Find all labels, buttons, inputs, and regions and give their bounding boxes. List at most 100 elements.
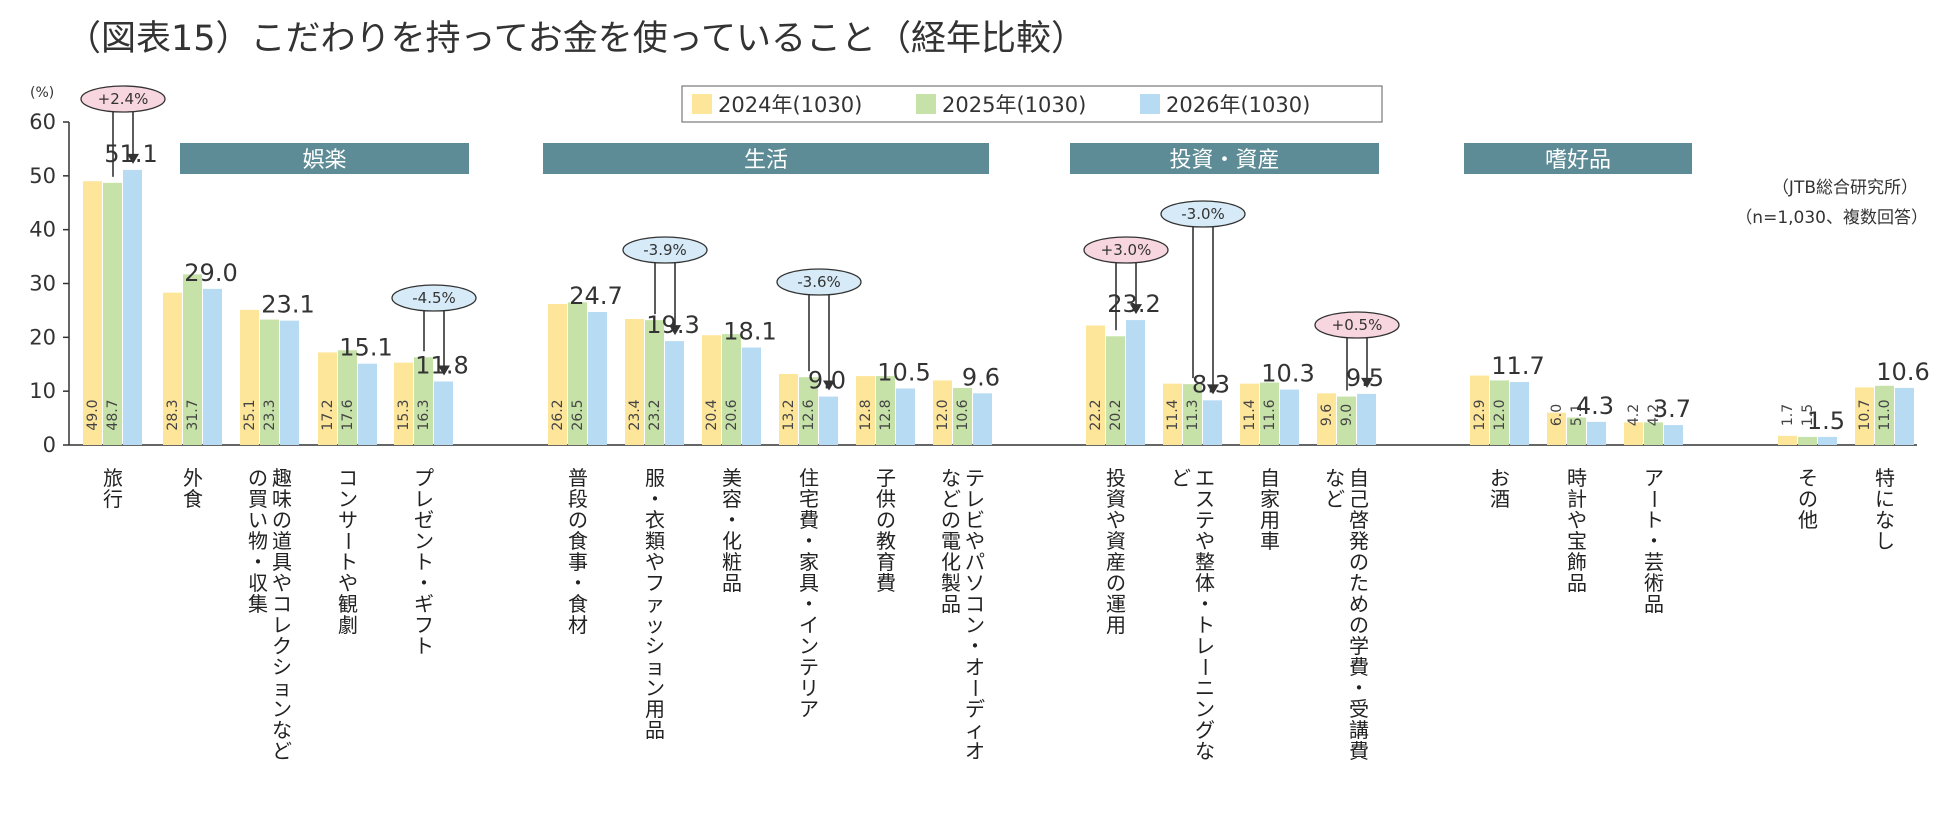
bar-top-value-label: 10.5 xyxy=(877,358,930,386)
group-header-bar xyxy=(1070,143,1379,174)
category-label-char: ー xyxy=(1642,489,1666,509)
category-label-char: 美 xyxy=(722,466,742,490)
category-label-char: 収 xyxy=(248,571,268,595)
bar xyxy=(548,303,567,445)
category-label-char: ト xyxy=(414,550,434,574)
category-label-char: し xyxy=(1875,529,1895,553)
bar-top-value-label: 3.7 xyxy=(1653,395,1691,423)
category-label-char: 産 xyxy=(1106,550,1126,574)
bar-inside-value-label: 9.0 xyxy=(1339,404,1355,426)
category-label-char: 酒 xyxy=(1490,487,1510,511)
category-label-char: 普 xyxy=(568,466,588,490)
bar-inside-value-label: 4.2 xyxy=(1626,404,1642,426)
bar xyxy=(1280,389,1299,445)
bar-inside-value-label: 6.0 xyxy=(1549,404,1565,426)
change-annotation: +0.5% xyxy=(1314,311,1400,391)
category-label: 美容・化粧品 xyxy=(722,466,742,595)
bar-inside-value-label: 17.6 xyxy=(340,399,356,430)
category-label-char: ・ xyxy=(568,571,588,595)
category-label-char: の xyxy=(1798,487,1818,511)
bar xyxy=(799,377,818,445)
bar-top-value-label: 10.3 xyxy=(1261,360,1314,388)
category-label-char: ・ xyxy=(1644,529,1664,553)
bars xyxy=(83,169,1914,445)
category-label-char: 家 xyxy=(1260,487,1280,511)
category-label-char: ア xyxy=(1644,466,1664,490)
bar-inside-value-label: 23.3 xyxy=(262,399,278,430)
category-label-char: 費 xyxy=(799,508,819,532)
category-label-char: ン xyxy=(414,529,434,553)
legend-swatch xyxy=(692,94,712,114)
bar-inside-value-label: 16.3 xyxy=(416,399,432,430)
bar-inside-value-label: 1.5 xyxy=(1800,404,1816,426)
category-label-char: レ xyxy=(272,613,292,637)
bar xyxy=(722,334,741,445)
bar xyxy=(568,302,587,445)
category-label-char: の xyxy=(248,466,268,490)
category-label-char: ・ xyxy=(722,508,742,532)
bar xyxy=(1183,384,1202,445)
category-label-char: 具 xyxy=(272,550,292,574)
category-label-char: レ xyxy=(965,487,985,511)
change-bubble xyxy=(622,236,708,264)
bar-inside-value-label: 13.2 xyxy=(781,399,797,430)
category-label-char: 芸 xyxy=(1644,550,1664,574)
category-label-char: の xyxy=(272,508,292,532)
group-header-label: 投資・資産 xyxy=(1169,148,1279,173)
category-label-char: 物 xyxy=(248,529,268,553)
bar-inside-value-label: 15.3 xyxy=(396,399,412,430)
change-arrowhead xyxy=(669,325,681,336)
category-label-char: ・ xyxy=(799,529,819,553)
category-label-char: ニ xyxy=(1195,676,1215,700)
bar-inside-value-label: 12.6 xyxy=(801,399,817,430)
bar xyxy=(819,396,838,445)
category-label-char: の xyxy=(1349,613,1369,637)
category-label-char: グ xyxy=(1195,718,1215,742)
category-label-char: ど xyxy=(1171,466,1191,490)
category-label-char: 粧 xyxy=(722,550,742,574)
bar xyxy=(1547,412,1566,445)
category-label-char: 品 xyxy=(941,592,961,616)
category-label-char: ト xyxy=(1195,613,1215,637)
category-label-char: 用 xyxy=(645,697,665,721)
category-label-char: 観 xyxy=(338,592,358,616)
category-label-char: 味 xyxy=(272,487,292,511)
change-bubble xyxy=(1314,311,1400,339)
legend-swatch xyxy=(1140,94,1160,114)
bar-inside-value-label: 22.2 xyxy=(1088,399,1104,430)
change-annotations: +2.4% -4.5% -3.9% -3.6% +3.0% -3.0% +0.5% xyxy=(80,85,1400,395)
category-label-char: イ xyxy=(799,613,819,637)
category-label-char: 食 xyxy=(568,529,588,553)
bar-inside-value-label: 5.1 xyxy=(1569,404,1585,426)
bar-inside-value-label: 23.4 xyxy=(627,399,643,430)
category-label-char: 容 xyxy=(722,487,742,511)
y-tick-label: 0 xyxy=(43,433,56,457)
change-arrowhead xyxy=(1130,304,1142,315)
category-label-char: 品 xyxy=(1644,592,1664,616)
bar-inside-value-label: 11.4 xyxy=(1165,399,1181,430)
category-label-char: ッ xyxy=(645,613,665,637)
category-label-char: の xyxy=(568,508,588,532)
category-label-char: や xyxy=(1567,508,1587,532)
category-label-char: 食 xyxy=(568,592,588,616)
bar xyxy=(933,380,952,445)
category-label-char: や xyxy=(272,571,292,595)
bar-inside-value-label: 23.2 xyxy=(647,399,663,430)
change-arrowhead xyxy=(823,380,835,391)
bar xyxy=(1260,382,1279,445)
category-label-char: パ xyxy=(965,550,985,574)
bar xyxy=(83,181,102,445)
change-bubble xyxy=(1160,200,1246,228)
category-label-char: 段 xyxy=(568,487,588,511)
bar xyxy=(1644,422,1663,445)
bar xyxy=(1240,383,1259,445)
category-label: お酒 xyxy=(1490,466,1510,511)
category-label-char: や xyxy=(1195,529,1215,553)
bar-top-value-label: 24.7 xyxy=(569,282,622,310)
category-label-char: な xyxy=(941,466,961,490)
category-label-char: ァ xyxy=(645,592,665,616)
category-label-char: ン xyxy=(1195,697,1215,721)
